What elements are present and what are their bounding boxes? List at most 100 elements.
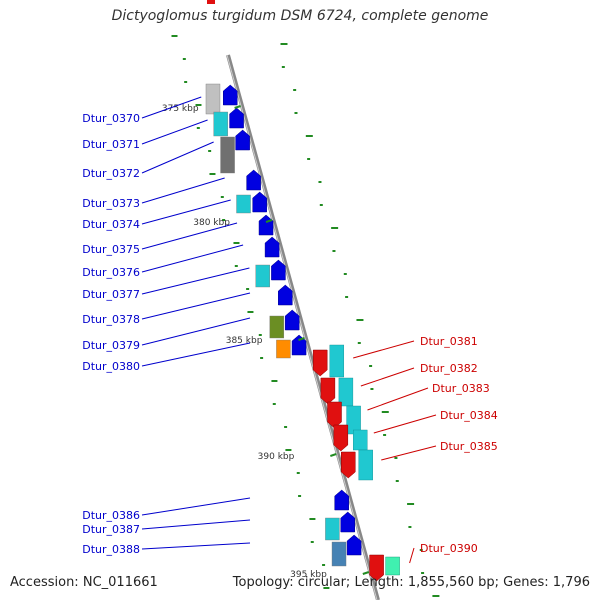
- leader-line: [360, 367, 415, 387]
- topology-footer: Topology: circular; Length: 1,855,560 bp…: [232, 575, 590, 590]
- gene-label-reverse: Dtur_0382: [420, 362, 478, 375]
- cog-bar: [205, 83, 221, 115]
- cog-bar: [346, 405, 361, 435]
- length-prefix: Length:: [354, 575, 404, 590]
- cog-bar: [276, 339, 291, 359]
- gc-tick-left: [298, 495, 302, 497]
- leader-line: [141, 267, 250, 295]
- gene-label-reverse: Dtur_0385: [440, 440, 498, 453]
- gc-tick-right: [357, 342, 361, 344]
- gene-label-forward: Dtur_0374: [82, 218, 140, 231]
- gc-tick-left: [195, 104, 202, 106]
- cog-bar: [331, 541, 347, 567]
- gc-tick-left: [196, 127, 200, 129]
- accession-prefix: Accession:: [10, 575, 79, 590]
- forward-gene-arrow: [278, 284, 293, 306]
- tick-mark: [330, 453, 337, 457]
- gene-track: [207, 0, 384, 582]
- reverse-gene-arrow: [327, 401, 342, 429]
- gene-label-forward: Dtur_0372: [82, 167, 140, 180]
- leader-line: [141, 222, 238, 250]
- gc-tick-left: [309, 518, 316, 520]
- leader-line: [373, 414, 437, 434]
- leader-line: [141, 199, 231, 225]
- gene-label-reverse: Dtur_0383: [432, 382, 490, 395]
- tick-mark: [298, 337, 305, 341]
- tick-label: 390 kbp: [258, 452, 295, 462]
- topology-prefix: Topology:: [232, 575, 294, 590]
- gc-tick-right: [305, 135, 313, 137]
- gene-label-forward: Dtur_0378: [82, 313, 140, 326]
- cog-bar: [269, 315, 285, 339]
- backbone-highlight: [226, 54, 378, 600]
- tick-label: 385 kbp: [226, 336, 263, 346]
- gc-tick-right: [280, 43, 288, 45]
- leader-line: [141, 119, 208, 145]
- accession-value: NC_011661: [82, 575, 158, 590]
- topology-value: circular: [297, 575, 346, 590]
- gc-tick-left: [220, 196, 224, 198]
- forward-gene-arrow: [229, 107, 244, 129]
- gene-label-forward: Dtur_0376: [82, 266, 140, 279]
- leader-line: [141, 542, 251, 550]
- forward-gene-arrow: [252, 191, 267, 213]
- gc-tick-right: [294, 112, 298, 114]
- gc-tick-right: [281, 66, 285, 68]
- gc-tick-right: [394, 457, 398, 459]
- accession-footer: Accession: NC_011661: [10, 575, 158, 590]
- gc-tick-right: [345, 296, 349, 298]
- gc-tick-left: [209, 173, 216, 175]
- leader-line: [141, 244, 244, 273]
- gc-tick-right: [331, 227, 339, 229]
- leader-line: [353, 340, 415, 359]
- label-leader-lines: [141, 96, 437, 564]
- leader-line: [367, 387, 429, 411]
- gene-label-forward: Dtur_0380: [82, 360, 140, 373]
- label-track: Dtur_0370 Dtur_0371 Dtur_0372 Dtur_0373 Dtur…: [82, 112, 498, 556]
- gc-tick-left: [272, 403, 276, 405]
- top-gene-fragment: [207, 0, 215, 4]
- forward-gene-arrow: [223, 84, 238, 106]
- cog-bar: [358, 449, 373, 481]
- gc-tick-left: [258, 334, 262, 336]
- cog-bar: [338, 377, 354, 407]
- gene-label-reverse: Dtur_0381: [420, 335, 478, 348]
- gene-label-reverse: Dtur_0384: [440, 409, 498, 422]
- gene-label-forward: Dtur_0387: [82, 523, 140, 536]
- forward-gene-arrow: [346, 534, 362, 556]
- gene-label-forward: Dtur_0377: [82, 288, 140, 301]
- cog-bar: [329, 344, 345, 378]
- gene-label-forward: Dtur_0386: [82, 509, 140, 522]
- tick-track: 375 kbp 380 kbp 385 kbp 390 kbp 395 kbp: [162, 104, 370, 580]
- cog-bar: [236, 194, 251, 214]
- leader-line: [141, 141, 214, 174]
- map-title: Dictyoglomus turgidum DSM 6724, complete…: [111, 8, 489, 24]
- genes-prefix: Genes:: [503, 575, 549, 590]
- gene-label-forward: Dtur_0388: [82, 543, 140, 556]
- gc-tick-left: [260, 357, 264, 359]
- gc-tick-right: [318, 181, 322, 183]
- gene-label-forward: Dtur_0379: [82, 339, 140, 352]
- forward-gene-arrow: [340, 511, 356, 533]
- gc-tick-right: [408, 526, 412, 528]
- gc-tick-right: [419, 549, 423, 551]
- cog-bar: [255, 264, 270, 288]
- gc-tick-right: [369, 365, 373, 367]
- tick-mark: [234, 105, 241, 109]
- leader-line: [409, 547, 415, 564]
- gc-tick-right: [370, 388, 374, 390]
- reverse-gene-arrow: [312, 349, 328, 377]
- leader-line: [141, 177, 225, 204]
- gc-tick-left: [184, 81, 188, 83]
- gc-tick-right: [421, 572, 425, 574]
- gc-tick-left: [222, 219, 226, 221]
- reverse-gene-arrow: [333, 424, 349, 452]
- genes-value: 1,796: [552, 575, 590, 590]
- cog-bar: [220, 136, 235, 174]
- cog-bar: [213, 111, 228, 137]
- gc-tick-left: [234, 265, 238, 267]
- gc-tick-left: [271, 380, 278, 382]
- gc-tick-left: [246, 288, 250, 290]
- gc-tick-right: [343, 273, 347, 275]
- gc-tick-right: [293, 89, 297, 91]
